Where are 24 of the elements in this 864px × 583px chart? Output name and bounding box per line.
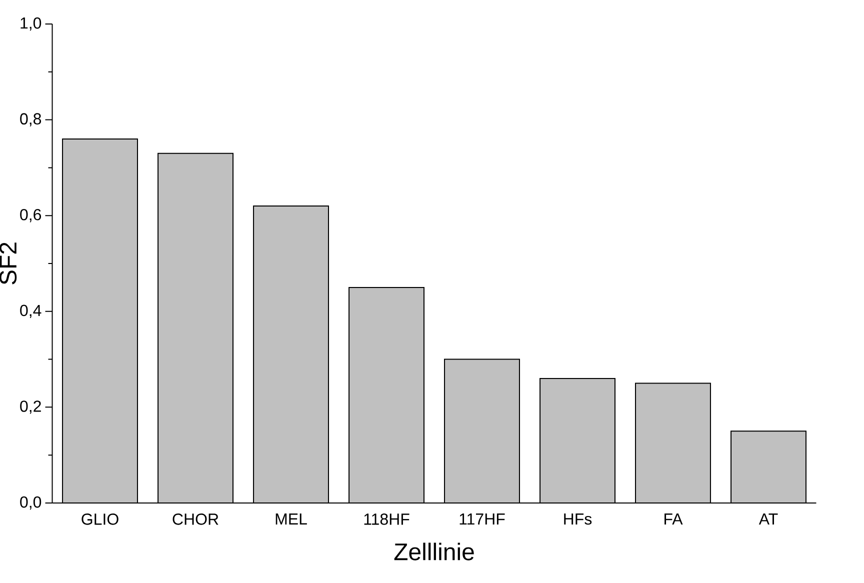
bar xyxy=(62,138,138,503)
bar xyxy=(540,378,615,503)
y-tick-label: 0,2 xyxy=(20,400,41,414)
bar xyxy=(636,383,710,503)
y-tick-label: 1,0 xyxy=(20,17,42,31)
bar xyxy=(349,287,424,503)
bar xyxy=(444,359,520,503)
x-tick-label: CHOR xyxy=(172,514,218,525)
x-tick-label: 117HF xyxy=(460,514,505,525)
y-tick-label: 0,0 xyxy=(20,496,42,510)
x-tick-label: 118HF xyxy=(364,514,410,525)
bar xyxy=(158,153,233,503)
x-axis-title: Zelllinie xyxy=(394,542,474,560)
x-tick-label: GLIO xyxy=(82,514,118,525)
y-tick-label: 0,4 xyxy=(20,304,42,318)
x-tick-label: AT xyxy=(758,514,778,525)
y-tick-label: 0,8 xyxy=(20,113,42,126)
x-tick-label: HFs xyxy=(564,514,592,525)
bar xyxy=(730,430,806,503)
x-tick-label: FA xyxy=(664,514,683,525)
x-tick-label: MEL xyxy=(276,514,307,525)
bar xyxy=(254,206,328,503)
y-axis-title: SF2 xyxy=(0,242,17,284)
y-tick-label: 0,6 xyxy=(20,208,42,222)
